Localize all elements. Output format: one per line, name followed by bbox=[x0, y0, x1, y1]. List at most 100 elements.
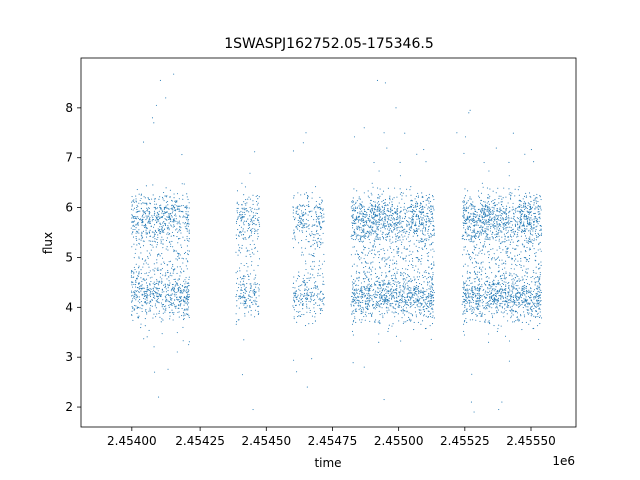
data-point bbox=[304, 283, 306, 285]
data-point bbox=[154, 198, 157, 200]
data-point bbox=[411, 227, 413, 229]
data-point bbox=[385, 214, 387, 216]
data-point bbox=[137, 223, 139, 225]
data-point bbox=[429, 207, 431, 209]
data-point bbox=[168, 304, 170, 306]
data-point bbox=[428, 239, 430, 241]
data-point bbox=[425, 224, 427, 226]
data-point bbox=[488, 261, 490, 264]
data-point bbox=[370, 285, 372, 287]
data-point bbox=[382, 248, 384, 250]
data-point bbox=[317, 245, 319, 247]
data-point bbox=[296, 227, 298, 229]
data-point bbox=[145, 225, 147, 227]
data-point bbox=[188, 214, 190, 216]
data-point bbox=[431, 242, 433, 245]
data-point bbox=[310, 215, 313, 217]
data-point bbox=[424, 206, 426, 208]
data-point bbox=[294, 217, 296, 219]
data-point bbox=[364, 296, 366, 298]
data-point bbox=[359, 236, 362, 238]
data-point bbox=[373, 218, 375, 220]
data-point bbox=[258, 284, 260, 286]
data-point bbox=[184, 239, 186, 241]
data-point bbox=[419, 312, 421, 314]
data-point bbox=[467, 235, 469, 237]
data-point bbox=[162, 213, 164, 215]
data-point bbox=[385, 292, 387, 294]
data-point bbox=[142, 240, 144, 242]
data-point bbox=[249, 305, 251, 307]
data-point bbox=[378, 257, 380, 259]
data-point bbox=[398, 302, 400, 304]
data-point bbox=[185, 217, 187, 219]
data-point bbox=[142, 266, 144, 268]
data-point bbox=[239, 232, 241, 234]
data-point bbox=[526, 299, 528, 301]
data-point bbox=[379, 288, 381, 290]
data-point bbox=[413, 230, 415, 232]
data-point bbox=[236, 203, 238, 205]
data-point bbox=[298, 304, 300, 306]
data-point bbox=[140, 277, 142, 279]
data-point bbox=[160, 239, 162, 241]
data-point bbox=[182, 211, 184, 213]
data-point bbox=[146, 250, 148, 252]
data-point bbox=[397, 281, 399, 283]
data-point bbox=[394, 262, 396, 264]
data-point bbox=[398, 202, 400, 204]
data-point bbox=[409, 306, 411, 308]
data-point bbox=[412, 297, 414, 299]
data-point bbox=[138, 272, 140, 274]
data-point bbox=[149, 203, 152, 205]
data-point bbox=[371, 314, 373, 316]
data-point bbox=[415, 215, 417, 217]
data-point bbox=[147, 302, 149, 304]
data-point bbox=[432, 308, 434, 310]
data-point bbox=[462, 301, 464, 303]
data-point bbox=[481, 232, 483, 234]
data-point bbox=[485, 290, 487, 292]
data-point bbox=[144, 197, 146, 199]
data-point bbox=[147, 257, 149, 259]
data-point bbox=[416, 229, 418, 231]
data-point bbox=[154, 230, 157, 232]
data-point bbox=[149, 277, 151, 279]
data-point bbox=[157, 219, 160, 221]
data-point bbox=[292, 216, 294, 218]
data-point bbox=[357, 296, 360, 298]
data-point bbox=[526, 259, 529, 261]
data-point bbox=[158, 294, 160, 296]
data-point bbox=[144, 318, 146, 320]
data-point bbox=[415, 224, 417, 226]
data-point bbox=[300, 299, 302, 301]
data-point bbox=[472, 205, 475, 207]
data-point bbox=[499, 242, 501, 244]
data-point bbox=[240, 287, 242, 289]
data-point bbox=[511, 290, 513, 292]
data-point bbox=[313, 224, 315, 227]
data-point bbox=[157, 297, 159, 299]
data-point bbox=[160, 282, 163, 284]
data-point bbox=[173, 224, 175, 226]
data-point bbox=[141, 222, 143, 224]
data-point bbox=[410, 320, 412, 322]
data-point bbox=[130, 295, 133, 297]
data-point bbox=[165, 286, 167, 288]
data-point bbox=[427, 233, 429, 235]
data-point bbox=[431, 211, 433, 213]
data-point bbox=[395, 296, 397, 298]
data-point bbox=[254, 228, 256, 230]
data-point bbox=[250, 228, 252, 230]
data-point bbox=[523, 204, 525, 206]
data-point bbox=[359, 304, 361, 306]
data-point bbox=[243, 207, 245, 209]
data-point bbox=[517, 260, 519, 262]
data-point bbox=[244, 276, 246, 278]
data-point bbox=[359, 296, 361, 298]
data-point bbox=[353, 210, 355, 212]
data-point bbox=[432, 283, 434, 286]
data-point bbox=[418, 276, 420, 278]
data-point bbox=[354, 231, 356, 233]
data-point bbox=[378, 310, 380, 312]
